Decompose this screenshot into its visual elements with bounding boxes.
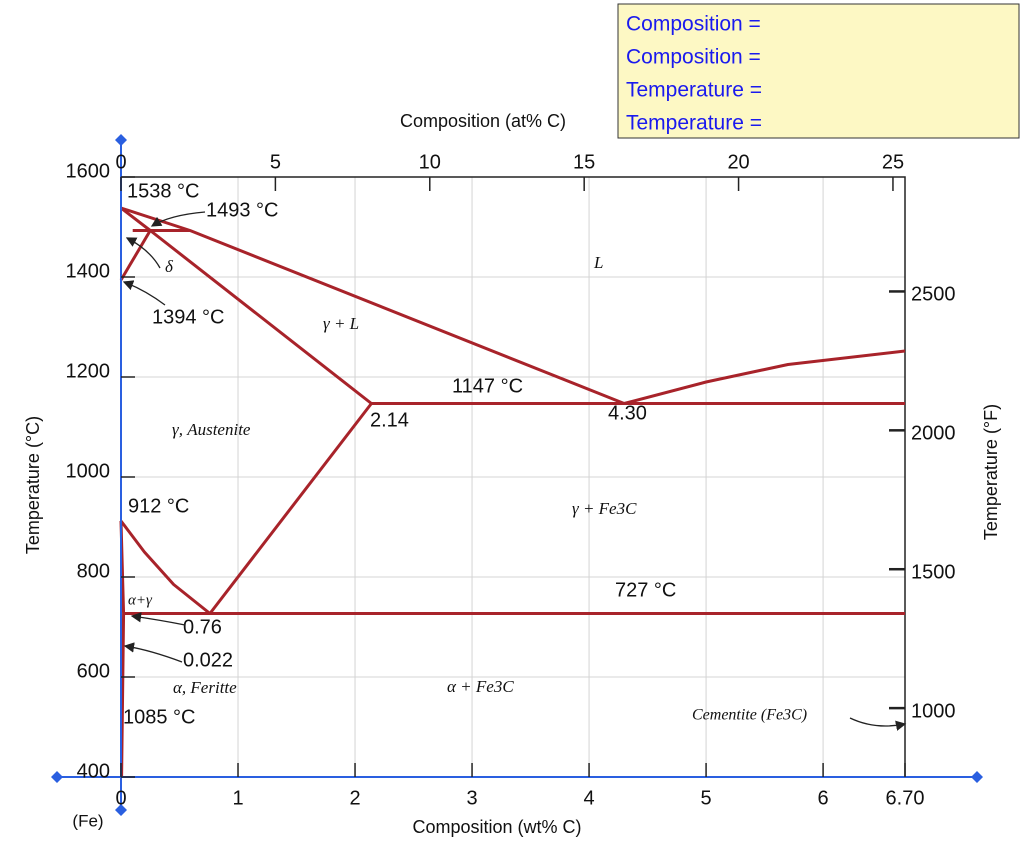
arrow — [122, 280, 166, 306]
phase-boundary — [119, 520, 211, 615]
x-tick-label: 5 — [701, 787, 712, 809]
phase-boundary — [120, 206, 152, 232]
arrow — [125, 237, 161, 269]
info-text: Composition = — [626, 13, 761, 36]
annotation: Cementite (Fe3C) — [692, 707, 807, 724]
info-text: Temperature = — [626, 112, 762, 135]
annotation: L — [593, 253, 603, 272]
y-tick-label: 800 — [77, 560, 110, 582]
x2-tick-label: 10 — [419, 151, 441, 173]
annotation: δ — [165, 257, 174, 276]
x-tick-label: 6.70 — [886, 787, 925, 809]
grid — [120, 176, 906, 778]
y2-tick-label: 2500 — [911, 284, 956, 306]
annotation: 0.76 — [183, 616, 222, 638]
phase-boundary — [149, 229, 373, 405]
info-panel — [617, 3, 1020, 139]
annotation: α + Fe3C — [447, 677, 514, 696]
arrow — [849, 717, 907, 731]
annotation: γ + L — [323, 314, 359, 333]
x2-tick-label: 15 — [573, 151, 595, 173]
annotation: 727 °C — [615, 579, 676, 601]
y2-tick-label: 1000 — [911, 700, 956, 722]
x-tick-label: 6 — [818, 787, 829, 809]
x-tick-label: 4 — [583, 787, 594, 809]
annotation: 1085 °C — [123, 706, 196, 728]
phase-boundary — [208, 402, 373, 615]
x2-tick-label: 25 — [882, 151, 904, 173]
x-tick-label: 3 — [466, 787, 477, 809]
arrow — [150, 211, 206, 227]
origin-label: (Fe) — [72, 811, 103, 830]
annotation: 1394 °C — [152, 306, 225, 328]
info-text: Composition = — [626, 46, 761, 69]
phase-boundary — [120, 206, 906, 405]
y-tick-label: 1200 — [66, 360, 111, 382]
annotation: γ, Austenite — [172, 420, 251, 439]
annotation: α, Feritte — [173, 678, 237, 697]
annotation: 4.30 — [608, 402, 647, 424]
phase-lines — [119, 206, 906, 778]
y-tick-label: 400 — [77, 760, 110, 782]
annotation: α+γ — [128, 592, 153, 608]
arrow — [130, 612, 186, 626]
info-text: Temperature = — [626, 79, 762, 102]
annotation: 0.022 — [183, 649, 233, 671]
x-axis-title: Composition (wt% C) — [412, 817, 581, 837]
y-tick-label: 600 — [77, 660, 110, 682]
annotation: 1493 °C — [206, 199, 279, 221]
y-axis-title: Temperature (°C) — [23, 416, 43, 554]
annotation: 912 °C — [128, 495, 189, 517]
y2-tick-label: 1500 — [911, 562, 956, 584]
x2-axis-title: Composition (at% C) — [400, 111, 566, 131]
y-tick-label: 1400 — [66, 260, 111, 282]
annotation: 1538 °C — [127, 180, 200, 202]
annotation: 1147 °C — [452, 375, 523, 397]
y-tick-label: 1000 — [66, 460, 111, 482]
annotation: 2.14 — [370, 409, 409, 431]
x-tick-label: 1 — [232, 787, 243, 809]
x2-tick-label: 5 — [270, 151, 281, 173]
annotation: γ + Fe3C — [572, 499, 637, 518]
y2-axis-title: Temperature (°F) — [981, 404, 1001, 540]
x-tick-label: 0 — [115, 787, 126, 809]
y-tick-label: 1600 — [66, 160, 111, 182]
phase-boundary — [119, 229, 152, 281]
x2-tick-label: 20 — [727, 151, 749, 173]
x2-tick-label: 0 — [115, 151, 126, 173]
y2-tick-label: 2000 — [911, 423, 956, 445]
arrow — [123, 642, 183, 663]
x-tick-label: 2 — [349, 787, 360, 809]
